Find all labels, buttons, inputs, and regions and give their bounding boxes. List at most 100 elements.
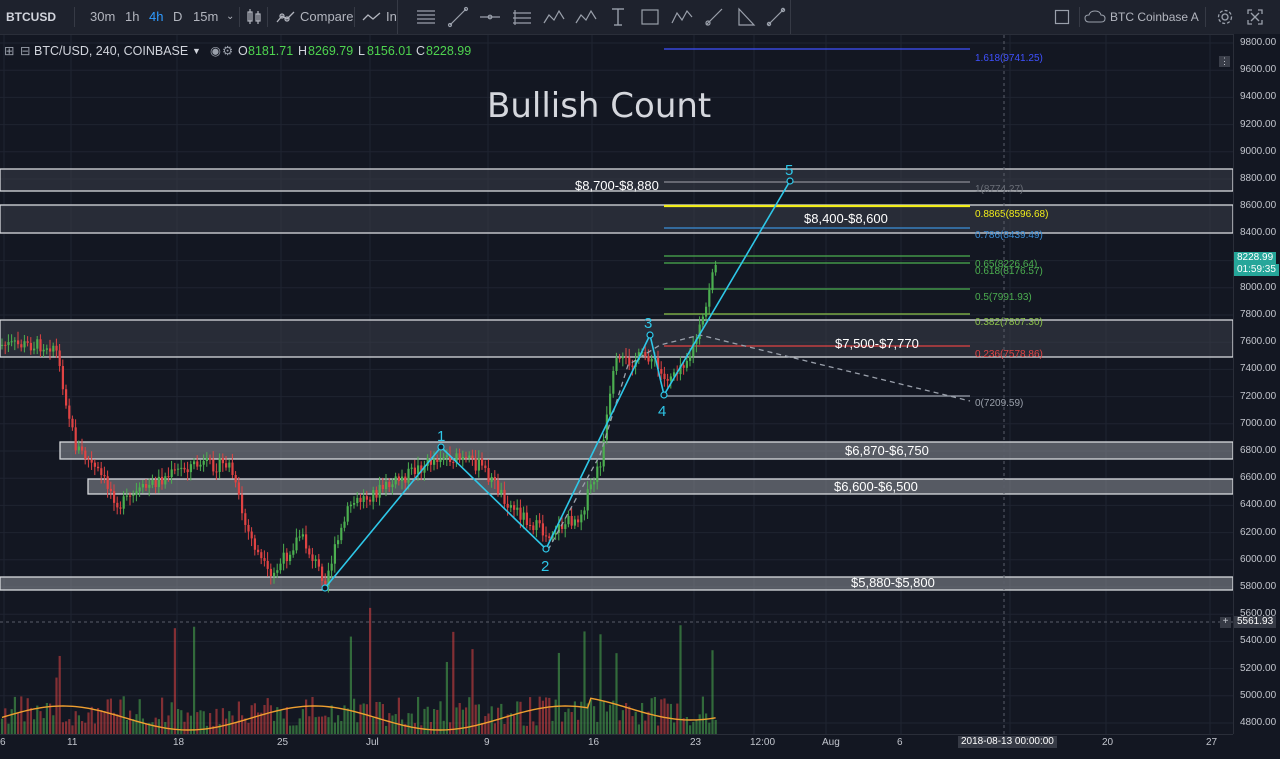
last-price-badge: 8228.99: [1234, 252, 1277, 264]
channel-icon[interactable]: [510, 5, 534, 29]
time-axis-label: Aug: [822, 737, 840, 748]
candle: [449, 455, 452, 462]
time-axis-label: 27: [1206, 737, 1218, 748]
zone-8400-8600[interactable]: [0, 204, 1233, 234]
price-axis[interactable]: ⋮: [1219, 34, 1280, 734]
volume-bar: [161, 697, 164, 734]
interval-1h[interactable]: 1h: [125, 9, 140, 24]
compare-icon[interactable]: [276, 0, 296, 34]
candle: [234, 474, 237, 483]
volume-bar: [343, 705, 346, 734]
legend-menu-icon[interactable]: ⊟: [20, 44, 31, 58]
volume-bar: [465, 707, 468, 734]
candle: [625, 356, 628, 358]
volume-bar: [106, 699, 109, 734]
trend-line-icon[interactable]: [446, 5, 470, 29]
interval-4h[interactable]: 4h: [149, 9, 164, 24]
eye-icon[interactable]: ◉: [210, 44, 221, 58]
legend-dropdown-icon[interactable]: ▼: [192, 46, 201, 56]
volume-bar: [45, 703, 48, 734]
chart-pane[interactable]: 1 2 3 4 5 $8,700-$8,880 $8,400-$8,600 $7…: [0, 35, 1233, 734]
elliott-wave-icon[interactable]: [574, 5, 598, 29]
candle: [199, 464, 202, 467]
candle: [145, 483, 148, 488]
volume-bar: [637, 724, 640, 734]
legend-symbol[interactable]: BTC/USD, 240, COINBASE: [34, 44, 189, 58]
volume-bar: [145, 724, 148, 734]
indicators-icon[interactable]: [362, 0, 382, 34]
elliott-wave-line[interactable]: [324, 180, 791, 589]
zone-5880-5800[interactable]: [0, 576, 1233, 591]
text-icon[interactable]: [606, 5, 630, 29]
candle: [621, 356, 624, 359]
wave-point[interactable]: [786, 177, 794, 185]
zone-6600-6500[interactable]: [87, 478, 1233, 495]
brush-icon[interactable]: [702, 5, 726, 29]
volume-bar: [116, 714, 119, 734]
candle: [442, 457, 445, 460]
candle: [541, 523, 544, 536]
price-axis-label: 6200.00: [1240, 526, 1277, 538]
interval-d[interactable]: D: [173, 9, 183, 24]
add-alert-icon[interactable]: +: [1220, 617, 1231, 628]
interval-dropdown-icon[interactable]: ⌄: [226, 11, 235, 22]
candle: [125, 495, 128, 497]
candle: [477, 458, 480, 471]
wave-point[interactable]: [542, 545, 550, 553]
collapse-icon[interactable]: ⊞: [4, 44, 15, 58]
candle: [253, 538, 256, 550]
snapshot-icon[interactable]: [1054, 9, 1070, 25]
rectangle-icon[interactable]: [638, 5, 662, 29]
candle: [10, 341, 13, 343]
symbol-search[interactable]: BTCUSD: [6, 10, 56, 24]
candle: [247, 524, 250, 532]
volume-bar: [260, 712, 263, 734]
compare-button[interactable]: Compare: [300, 9, 354, 24]
candle: [55, 345, 58, 351]
volume-bar: [193, 626, 196, 734]
measure-icon[interactable]: [764, 5, 788, 29]
wave-point[interactable]: [321, 584, 329, 592]
wave-point[interactable]: [437, 443, 445, 451]
cloud-icon[interactable]: [1084, 10, 1106, 24]
volume-bar: [628, 706, 631, 734]
interval-15m[interactable]: 15m: [193, 9, 219, 24]
zone-8700-8880[interactable]: [0, 168, 1233, 192]
candle: [231, 462, 234, 475]
volume-bar: [701, 696, 704, 734]
candle: [410, 467, 413, 469]
gear-icon[interactable]: ⚙: [222, 44, 234, 58]
price-axis-options-icon[interactable]: ⋮: [1219, 56, 1230, 67]
candle: [141, 483, 144, 488]
abcd-icon[interactable]: [670, 5, 694, 29]
candle: [13, 340, 16, 342]
zone-6870-6750[interactable]: [59, 441, 1233, 460]
volume-bar: [602, 701, 605, 734]
settings-icon[interactable]: [1216, 8, 1234, 26]
candle: [321, 566, 324, 581]
candle: [257, 549, 260, 553]
zone-7500-7770[interactable]: [0, 319, 1233, 358]
projection-dashed-line[interactable]: [547, 334, 971, 551]
volume-bar: [532, 721, 535, 734]
candle: [359, 497, 362, 502]
candle: [90, 459, 93, 463]
volume-bar: [247, 722, 250, 734]
fullscreen-icon[interactable]: [1247, 9, 1263, 25]
wave-point[interactable]: [660, 391, 668, 399]
exchange-layout-name[interactable]: BTC Coinbase A: [1110, 10, 1199, 24]
candle: [538, 520, 541, 524]
chart-type-icon[interactable]: [246, 0, 262, 34]
horizontal-line-icon[interactable]: [478, 5, 502, 29]
candle: [433, 459, 436, 465]
horizontal-lines-icon[interactable]: [414, 5, 438, 29]
triangle-icon[interactable]: [734, 5, 758, 29]
pattern-icon[interactable]: [542, 5, 566, 29]
volume-bar: [113, 712, 116, 734]
volume-bar: [241, 715, 244, 734]
candle: [161, 476, 164, 485]
interval-30m[interactable]: 30m: [90, 9, 116, 24]
wave-point[interactable]: [646, 331, 654, 339]
wave-label-2: 2: [541, 558, 549, 575]
indicators-button[interactable]: In: [386, 9, 397, 24]
